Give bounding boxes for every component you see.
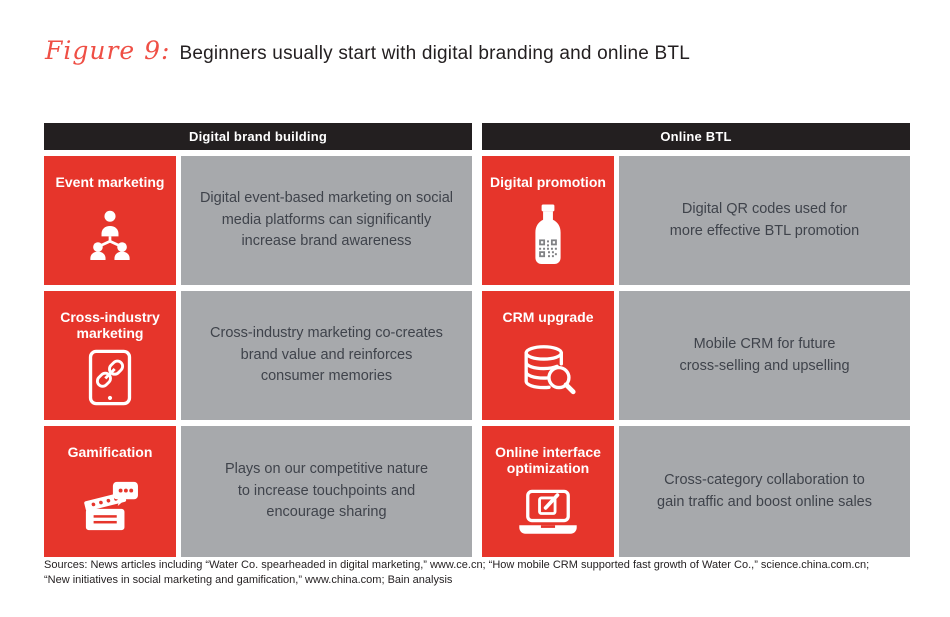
people-network-icon xyxy=(83,190,137,285)
category-label: Online interface optimization xyxy=(495,444,601,477)
table-row: Gamification xyxy=(44,426,472,557)
bottle-qr-icon xyxy=(530,190,566,285)
description-cell: Cross-industry marketing co-creates bran… xyxy=(181,291,472,420)
description-cell: Digital QR codes used for more effective… xyxy=(619,156,910,285)
category-cell-digital-promotion: Digital promotion xyxy=(482,156,614,285)
description-text: Cross-category collaboration to gain tra… xyxy=(657,471,872,510)
description-cell: Cross-category collaboration to gain tra… xyxy=(619,426,910,557)
figure-title-text: Beginners usually start with digital bra… xyxy=(179,43,690,64)
category-label: Event marketing xyxy=(55,174,165,190)
column-digital-brand-building: Digital brand building Event marketing xyxy=(44,123,472,557)
table-row: Online interface optimization Cross-cate… xyxy=(482,426,910,557)
table-row: CRM upgrade xyxy=(482,291,910,420)
figure-body: Digital brand building Event marketing xyxy=(44,123,910,557)
tablet-link-icon xyxy=(88,341,132,420)
table-row: Digital promotion xyxy=(482,156,910,285)
description-text: Digital QR codes used for more effective… xyxy=(669,200,860,239)
category-label: Digital promotion xyxy=(490,174,606,190)
description-cell: Mobile CRM for future cross-selling and … xyxy=(619,291,910,420)
category-label: Gamification xyxy=(67,444,153,460)
category-label: CRM upgrade xyxy=(502,309,594,325)
description-text: Cross-industry marketing co-creates bran… xyxy=(210,324,443,385)
category-cell-gamification: Gamification xyxy=(44,426,176,557)
figure-number-label: Figure 9: xyxy=(45,36,171,65)
table-row: Cross-industry marketing Cross-industry … xyxy=(44,291,472,420)
category-cell-event-marketing: Event marketing xyxy=(44,156,176,285)
column-header-online-btl: Online BTL xyxy=(482,123,910,150)
database-search-icon xyxy=(520,325,577,420)
figure-title: Figure 9: Beginners usually start with d… xyxy=(45,36,690,65)
description-text: Mobile CRM for future cross-selling and … xyxy=(679,335,850,374)
column-online-btl: Online BTL Digital promotion xyxy=(482,123,910,557)
category-cell-online-interface-optimization: Online interface optimization xyxy=(482,426,614,557)
description-text: Plays on our competitive nature to incre… xyxy=(224,460,429,521)
description-text: Digital event-based marketing on social … xyxy=(199,189,454,250)
category-cell-crm-upgrade: CRM upgrade xyxy=(482,291,614,420)
column-header-digital-brand-building: Digital brand building xyxy=(44,123,472,150)
sources-note: Sources: News articles including “Water … xyxy=(44,559,870,587)
category-cell-cross-industry-marketing: Cross-industry marketing xyxy=(44,291,176,420)
clapperboard-chat-icon xyxy=(79,460,141,557)
description-cell: Digital event-based marketing on social … xyxy=(181,156,472,285)
laptop-edit-icon xyxy=(516,476,580,557)
table-row: Event marketing Digital event-based mark… xyxy=(44,156,472,285)
category-label: Cross-industry marketing xyxy=(60,309,160,342)
description-cell: Plays on our competitive nature to incre… xyxy=(181,426,472,557)
